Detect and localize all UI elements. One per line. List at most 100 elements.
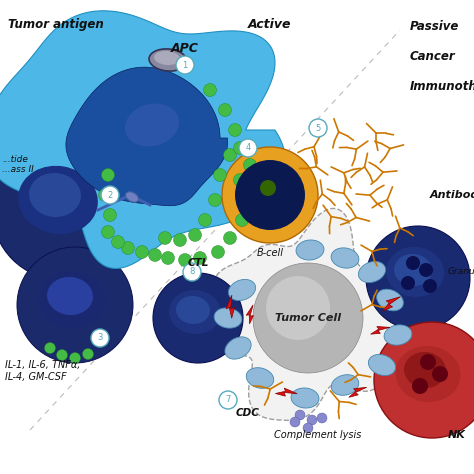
- Circle shape: [101, 168, 115, 182]
- Text: ...tide
...ass II: ...tide ...ass II: [2, 155, 34, 174]
- Polygon shape: [246, 305, 254, 324]
- Circle shape: [183, 263, 201, 281]
- Ellipse shape: [18, 166, 98, 234]
- Text: Granu...: Granu...: [448, 267, 474, 276]
- Text: Tumor antigen: Tumor antigen: [8, 18, 104, 31]
- Circle shape: [303, 423, 313, 433]
- Circle shape: [307, 415, 317, 425]
- Circle shape: [199, 213, 211, 227]
- Circle shape: [0, 140, 132, 280]
- Circle shape: [162, 252, 174, 264]
- Circle shape: [374, 322, 474, 438]
- Circle shape: [260, 180, 276, 196]
- Ellipse shape: [331, 248, 359, 268]
- Circle shape: [432, 366, 448, 382]
- Text: 7: 7: [225, 395, 231, 404]
- Circle shape: [158, 231, 172, 245]
- Ellipse shape: [38, 271, 106, 329]
- Text: 3: 3: [97, 334, 103, 343]
- Text: Cancer: Cancer: [410, 50, 456, 63]
- Circle shape: [241, 193, 255, 207]
- Ellipse shape: [394, 254, 432, 286]
- Circle shape: [136, 246, 148, 258]
- Circle shape: [420, 354, 436, 370]
- Circle shape: [244, 158, 256, 172]
- Circle shape: [366, 226, 470, 330]
- Text: 8: 8: [189, 267, 195, 276]
- Text: 2: 2: [108, 191, 113, 200]
- Circle shape: [228, 124, 241, 137]
- Ellipse shape: [126, 192, 138, 202]
- Ellipse shape: [384, 325, 412, 345]
- Ellipse shape: [125, 103, 179, 146]
- Ellipse shape: [246, 368, 274, 388]
- Circle shape: [235, 160, 305, 230]
- Ellipse shape: [225, 337, 251, 359]
- Ellipse shape: [377, 289, 403, 311]
- Circle shape: [236, 213, 248, 227]
- Circle shape: [253, 263, 363, 373]
- Ellipse shape: [331, 374, 359, 395]
- Polygon shape: [275, 388, 297, 396]
- Ellipse shape: [291, 388, 319, 408]
- Polygon shape: [207, 209, 409, 420]
- Polygon shape: [226, 295, 235, 318]
- Circle shape: [224, 231, 237, 245]
- Circle shape: [266, 276, 330, 340]
- Circle shape: [234, 173, 246, 186]
- Circle shape: [219, 103, 231, 117]
- Circle shape: [412, 378, 428, 394]
- Polygon shape: [349, 387, 367, 397]
- Circle shape: [56, 349, 67, 361]
- Circle shape: [309, 119, 327, 137]
- Text: Immunothe...: Immunothe...: [410, 80, 474, 93]
- Ellipse shape: [29, 173, 81, 217]
- Ellipse shape: [296, 240, 324, 260]
- Text: Complement lysis: Complement lysis: [274, 430, 362, 440]
- Circle shape: [234, 142, 246, 155]
- Circle shape: [17, 247, 133, 363]
- Circle shape: [70, 353, 81, 364]
- Circle shape: [317, 413, 327, 423]
- Circle shape: [419, 263, 433, 277]
- Circle shape: [239, 139, 257, 157]
- Text: Tumor Cell: Tumor Cell: [275, 313, 341, 323]
- Circle shape: [241, 199, 255, 211]
- Text: IL-1, IL-6, TNFα,
IL-4, GM-CSF: IL-1, IL-6, TNFα, IL-4, GM-CSF: [5, 360, 81, 382]
- Circle shape: [224, 148, 237, 162]
- Circle shape: [290, 417, 300, 427]
- Circle shape: [401, 276, 415, 290]
- Ellipse shape: [395, 346, 460, 402]
- Ellipse shape: [149, 49, 187, 71]
- Circle shape: [406, 256, 420, 270]
- Circle shape: [246, 179, 258, 191]
- Circle shape: [295, 410, 305, 420]
- Text: NK: NK: [448, 430, 466, 440]
- Circle shape: [222, 147, 318, 243]
- Circle shape: [91, 329, 109, 347]
- Text: B-cell: B-cell: [256, 248, 283, 258]
- Ellipse shape: [214, 308, 242, 328]
- Circle shape: [103, 209, 117, 221]
- Polygon shape: [0, 11, 285, 268]
- Circle shape: [121, 241, 135, 255]
- Circle shape: [45, 343, 55, 354]
- Circle shape: [101, 226, 115, 238]
- Ellipse shape: [358, 262, 385, 283]
- Text: 4: 4: [246, 144, 251, 153]
- Circle shape: [213, 168, 227, 182]
- Ellipse shape: [404, 352, 446, 388]
- Text: CTL: CTL: [187, 258, 209, 268]
- Ellipse shape: [368, 355, 396, 375]
- Text: Passive: Passive: [410, 20, 459, 33]
- Polygon shape: [383, 297, 401, 311]
- Circle shape: [211, 246, 225, 258]
- Circle shape: [189, 228, 201, 241]
- Ellipse shape: [154, 51, 180, 65]
- Circle shape: [193, 252, 207, 264]
- Ellipse shape: [228, 280, 255, 301]
- Circle shape: [153, 273, 243, 363]
- Text: 5: 5: [315, 124, 320, 133]
- Circle shape: [173, 234, 186, 246]
- Polygon shape: [371, 327, 390, 334]
